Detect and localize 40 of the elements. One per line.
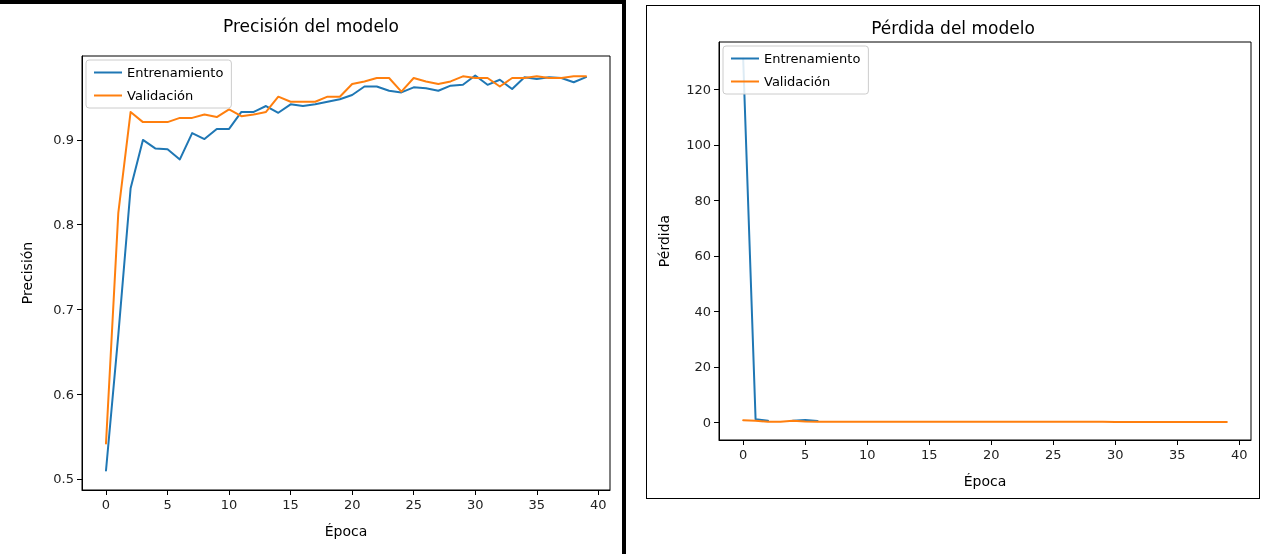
x-tick-label: 0 (101, 497, 111, 512)
y-tick-label: 60 (694, 248, 711, 264)
x-tick-label: 15 (282, 497, 299, 512)
y-tick-label: 0 (702, 415, 711, 430)
y-tick-label: 100 (686, 137, 711, 153)
x-axis-title: Época (963, 473, 1007, 489)
x-tick-label: 40 (590, 497, 607, 512)
y-tick-label: 0.8 (53, 217, 74, 233)
x-tick-label: 10 (858, 447, 876, 462)
x-tick-label: 20 (982, 447, 1000, 462)
x-axis-title: Época (324, 523, 368, 539)
x-tick-label: 5 (163, 497, 172, 512)
y-tick-label: 0.7 (53, 301, 74, 317)
x-tick-label: 15 (920, 447, 938, 462)
legend-label: Validación (764, 74, 831, 89)
x-tick-label: 40 (1230, 447, 1248, 462)
y-tick-label: 0.6 (53, 386, 74, 402)
y-axis-title: Pérdida (656, 214, 672, 268)
y-tick-label: 0.5 (53, 471, 74, 487)
chart-title: Pérdida del modelo (871, 17, 1035, 38)
y-tick-label: 40 (694, 303, 711, 319)
x-tick-label: 5 (801, 447, 810, 462)
legend-label: Validación (127, 88, 194, 103)
x-tick-label: 30 (1106, 447, 1124, 462)
x-tick-label: 10 (220, 497, 238, 512)
x-tick-label: 0 (739, 447, 748, 462)
x-tick-label: 35 (528, 497, 546, 512)
x-tick-label: 25 (1044, 447, 1062, 462)
legend-label: Entrenamiento (127, 65, 224, 80)
y-tick-label: 0.9 (53, 132, 74, 148)
chart-title: Precisión del modelo (223, 15, 399, 36)
y-tick-label: 120 (686, 81, 711, 97)
x-tick-label: 30 (466, 497, 484, 512)
x-tick-label: 35 (1168, 447, 1186, 462)
y-tick-label: 20 (694, 359, 711, 375)
x-tick-label: 25 (405, 497, 422, 512)
y-axis-title: Precisión (19, 241, 35, 305)
x-tick-label: 20 (343, 497, 361, 512)
legend-label: Entrenamiento (764, 51, 861, 66)
y-tick-label: 80 (694, 192, 711, 208)
